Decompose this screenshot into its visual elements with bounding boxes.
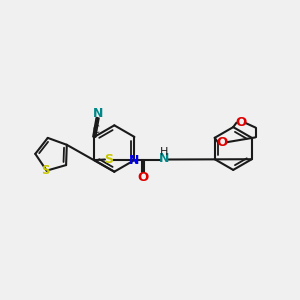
Text: O: O <box>235 116 246 129</box>
Text: S: S <box>104 153 113 166</box>
Text: H: H <box>160 147 168 157</box>
Text: O: O <box>217 136 228 149</box>
Text: N: N <box>159 152 169 165</box>
Text: N: N <box>93 107 103 120</box>
Text: C: C <box>92 125 99 135</box>
Text: O: O <box>137 170 148 184</box>
Text: N: N <box>129 154 140 166</box>
Text: S: S <box>41 164 50 177</box>
